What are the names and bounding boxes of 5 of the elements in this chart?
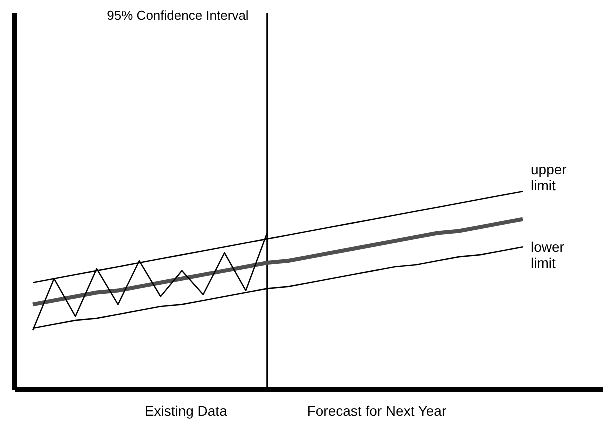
text: Existing Data bbox=[144, 403, 228, 419]
series-label: upper limit bbox=[531, 162, 568, 194]
series-label: lower limit bbox=[531, 239, 565, 272]
text: Forecast for Next Year bbox=[307, 403, 447, 419]
chart-title: 95% Confidence Interval bbox=[106, 8, 250, 23]
